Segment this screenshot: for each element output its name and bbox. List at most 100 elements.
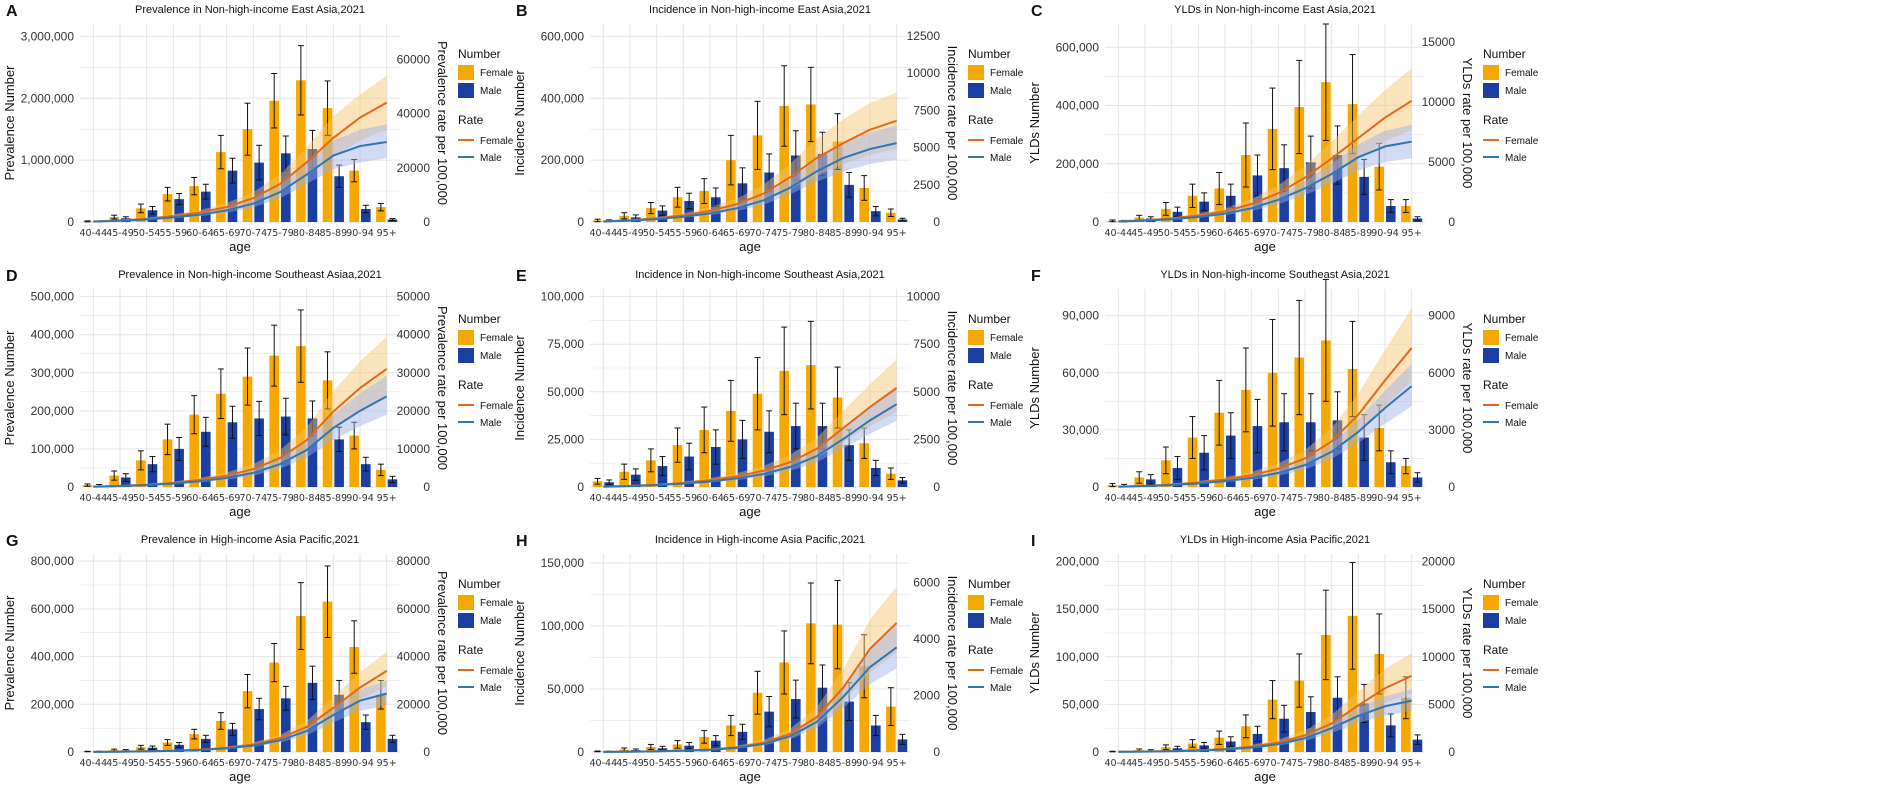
errorbar-male [336,164,343,188]
x-tick-label: 75-79 [1291,758,1319,769]
bar-female [779,370,789,487]
bar-male [844,701,854,752]
bar-male [871,467,881,487]
chart-title: Prevalence in High-income Asia Pacific,2… [141,534,359,546]
errorbar-male [309,129,316,169]
errorbar-male [1361,158,1368,195]
bar-male [334,694,344,752]
bar-female [832,624,843,752]
errorbar-male [792,402,799,450]
gridlines [1105,554,1425,753]
x-tick-label: 85-89 [320,758,348,769]
y2-tick-label: 30000 [397,366,431,380]
x-tick-label: 55-59 [1185,758,1213,769]
legend-number-title: Number [968,312,1011,326]
y2-tick-label: 10000 [907,290,941,304]
x-tick-label: 50-54 [133,228,161,239]
bar-female [699,191,709,222]
bar-female [1347,368,1358,487]
errorbar-male [1361,414,1368,461]
x-axis-title: age [1254,769,1276,784]
x-tick-label: 70-74 [1265,758,1293,769]
x-tick-label: 45-49 [1131,758,1159,769]
errorbar-male [362,714,369,730]
legend-rate-title: Rate [458,113,484,127]
bar-male [791,699,801,752]
panel-letter: E [516,268,527,285]
bar-female [1374,653,1384,752]
errorbar-female [834,366,841,429]
errorbar-male [176,193,183,206]
x-tick-label: 90-94 [1371,493,1399,504]
bar-female [752,692,763,752]
y2-tick-label: 9000 [1428,309,1455,323]
y-axis-title: Prevalence Number [2,330,17,446]
y2-tick-label: 2500 [913,178,940,192]
x-tick-label: 55-59 [1185,493,1213,504]
errorbar-male [872,714,879,737]
errorbar-male [739,419,746,459]
bar-male [307,418,318,487]
rate-line-male [603,646,898,753]
bar-female [859,187,869,222]
errorbar-male [1307,696,1314,728]
y2-tick-label: 20000 [397,404,431,418]
bar-female [1374,427,1384,487]
errorbar-female [1216,379,1223,446]
errorbar-male [282,397,289,436]
bar-male [844,445,854,487]
x-tick-label: 70-74 [240,228,268,239]
x-tick-label: 95+ [1402,493,1422,504]
errorbar-female [887,687,894,727]
errorbar-male [1147,474,1154,485]
bar-female [1294,357,1304,487]
x-tick-label: 75-79 [776,228,804,239]
errorbar-female [1242,714,1249,739]
y2-tick-label: 0 [1448,745,1455,759]
panel-letter: G [6,533,18,550]
chart-title: Incidence in Non-high-income Southeast A… [635,269,885,281]
bar-female [886,706,896,752]
rate-line-male [93,395,388,488]
legend-label-male: Male [1505,418,1527,429]
legend-label-female: Female [480,68,514,79]
errorbar-female [1189,416,1196,459]
y-tick-label: 0 [577,745,584,759]
x-tick-label: 60-64 [1211,228,1239,239]
rate-band-male [603,625,897,752]
chart-svg: D Prevalence in Non-high-income Southeast… [2,268,514,519]
bar-male [844,184,854,222]
x-tick-label: 70-74 [1265,493,1293,504]
errorbar-female [297,309,304,383]
errorbar-female [674,186,681,208]
y-tick-label: 100,000 [541,619,585,633]
x-tick-label: 50-54 [1158,493,1186,504]
errorbar-female [807,582,814,665]
y-tick-label: 0 [1092,480,1099,494]
x-axis-title: age [739,239,761,254]
legend: Number Female Male Rate Female Male [968,577,1024,694]
y-axis-title: Prevalence Number [2,595,17,711]
bar-male [711,447,721,487]
errorbar-male [846,172,853,198]
errorbar-female [137,450,144,471]
errorbar-male [229,157,236,184]
errorbar-female [674,740,681,749]
errorbar-female [1296,59,1303,155]
chart-svg: H Incidence in High-income Asia Pacific,2… [512,533,1024,784]
legend-rate-title: Rate [968,113,994,127]
errorbar-male [1361,683,1368,723]
errorbar-female [351,159,358,183]
bar-female [1347,104,1358,222]
legend-label-female: Female [990,401,1024,412]
y2-tick-label: 5000 [1428,155,1455,169]
chart-svg: B Incidence in Non-high-income East Asia,… [512,3,1024,254]
legend: Number Female Male Rate Female Male [458,577,514,694]
errorbar-female [1189,739,1196,748]
errorbar-female [1269,318,1276,427]
legend-swatch-female [458,330,474,345]
errorbar-female [111,214,118,220]
gridlines [1105,289,1425,488]
y-axis-title: Incidence Number [512,335,527,441]
errorbar-female [1216,730,1223,745]
